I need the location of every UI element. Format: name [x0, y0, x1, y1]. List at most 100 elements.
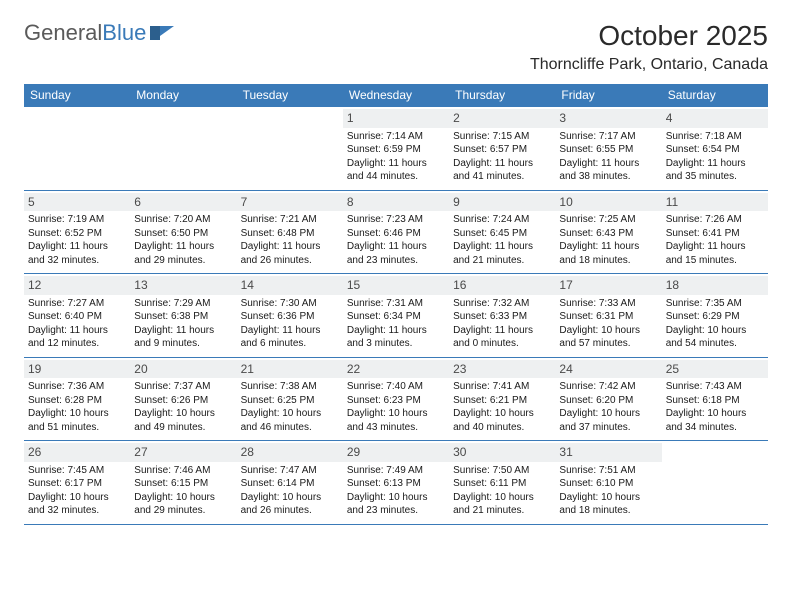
sunrise-text: Sunrise: 7:51 AM	[559, 464, 657, 478]
daylight-text: and 46 minutes.	[241, 421, 339, 435]
daylight-text: Daylight: 11 hours	[453, 157, 551, 171]
day-number: 27	[134, 445, 147, 459]
day-header-cell: Tuesday	[237, 84, 343, 106]
day-number: 10	[559, 195, 572, 209]
sunset-text: Sunset: 6:46 PM	[347, 227, 445, 241]
day-cell: 18Sunrise: 7:35 AMSunset: 6:29 PMDayligh…	[662, 274, 768, 357]
day-header-cell: Monday	[130, 84, 236, 106]
flag-icon	[150, 22, 176, 45]
day-cell: 4Sunrise: 7:18 AMSunset: 6:54 PMDaylight…	[662, 107, 768, 190]
daylight-text: and 23 minutes.	[347, 504, 445, 518]
daylight-text: Daylight: 10 hours	[559, 407, 657, 421]
daynum-row: 3	[555, 109, 661, 128]
daylight-text: and 34 minutes.	[666, 421, 764, 435]
sunrise-text: Sunrise: 7:35 AM	[666, 297, 764, 311]
daynum-row: 29	[343, 443, 449, 462]
daylight-text: and 3 minutes.	[347, 337, 445, 351]
daylight-text: Daylight: 10 hours	[241, 407, 339, 421]
daynum-row: 9	[449, 193, 555, 212]
sunrise-text: Sunrise: 7:43 AM	[666, 380, 764, 394]
daynum-row: 2	[449, 109, 555, 128]
day-number: 20	[134, 362, 147, 376]
day-cell: 28Sunrise: 7:47 AMSunset: 6:14 PMDayligh…	[237, 441, 343, 524]
day-header-cell: Thursday	[449, 84, 555, 106]
day-cell: 8Sunrise: 7:23 AMSunset: 6:46 PMDaylight…	[343, 191, 449, 274]
daylight-text: Daylight: 11 hours	[347, 240, 445, 254]
day-number: 5	[28, 195, 35, 209]
sunrise-text: Sunrise: 7:32 AM	[453, 297, 551, 311]
empty-cell	[662, 441, 768, 524]
daylight-text: and 26 minutes.	[241, 504, 339, 518]
daylight-text: Daylight: 11 hours	[453, 324, 551, 338]
day-header-cell: Sunday	[24, 84, 130, 106]
daynum-row: 15	[343, 276, 449, 295]
day-cell: 14Sunrise: 7:30 AMSunset: 6:36 PMDayligh…	[237, 274, 343, 357]
daynum-row: 4	[662, 109, 768, 128]
day-number: 4	[666, 111, 673, 125]
sunrise-text: Sunrise: 7:47 AM	[241, 464, 339, 478]
day-number: 7	[241, 195, 248, 209]
sunrise-text: Sunrise: 7:45 AM	[28, 464, 126, 478]
sunset-text: Sunset: 6:10 PM	[559, 477, 657, 491]
daylight-text: Daylight: 11 hours	[559, 157, 657, 171]
daynum-row: 14	[237, 276, 343, 295]
day-cell: 20Sunrise: 7:37 AMSunset: 6:26 PMDayligh…	[130, 358, 236, 441]
day-number: 18	[666, 278, 679, 292]
sunrise-text: Sunrise: 7:24 AM	[453, 213, 551, 227]
day-cell: 24Sunrise: 7:42 AMSunset: 6:20 PMDayligh…	[555, 358, 661, 441]
sunset-text: Sunset: 6:52 PM	[28, 227, 126, 241]
daylight-text: Daylight: 11 hours	[134, 240, 232, 254]
daylight-text: Daylight: 10 hours	[347, 491, 445, 505]
day-number: 25	[666, 362, 679, 376]
daylight-text: and 32 minutes.	[28, 254, 126, 268]
sunset-text: Sunset: 6:54 PM	[666, 143, 764, 157]
daylight-text: and 38 minutes.	[559, 170, 657, 184]
sunset-text: Sunset: 6:41 PM	[666, 227, 764, 241]
daylight-text: Daylight: 10 hours	[453, 407, 551, 421]
day-cell: 21Sunrise: 7:38 AMSunset: 6:25 PMDayligh…	[237, 358, 343, 441]
sunset-text: Sunset: 6:50 PM	[134, 227, 232, 241]
logo-word-1: General	[24, 20, 102, 45]
day-number: 1	[347, 111, 354, 125]
daynum-row: 18	[662, 276, 768, 295]
sunset-text: Sunset: 6:21 PM	[453, 394, 551, 408]
daylight-text: Daylight: 10 hours	[241, 491, 339, 505]
sunrise-text: Sunrise: 7:41 AM	[453, 380, 551, 394]
sunrise-text: Sunrise: 7:19 AM	[28, 213, 126, 227]
daylight-text: and 41 minutes.	[453, 170, 551, 184]
daylight-text: Daylight: 10 hours	[666, 324, 764, 338]
sunset-text: Sunset: 6:45 PM	[453, 227, 551, 241]
sunrise-text: Sunrise: 7:33 AM	[559, 297, 657, 311]
daylight-text: and 9 minutes.	[134, 337, 232, 351]
week-row: 1Sunrise: 7:14 AMSunset: 6:59 PMDaylight…	[24, 106, 768, 191]
daynum-row: 30	[449, 443, 555, 462]
daylight-text: and 21 minutes.	[453, 254, 551, 268]
sunset-text: Sunset: 6:23 PM	[347, 394, 445, 408]
day-number: 30	[453, 445, 466, 459]
sunrise-text: Sunrise: 7:30 AM	[241, 297, 339, 311]
title-block: October 2025 Thorncliffe Park, Ontario, …	[530, 20, 768, 74]
daylight-text: Daylight: 11 hours	[28, 240, 126, 254]
day-number: 13	[134, 278, 147, 292]
daylight-text: and 15 minutes.	[666, 254, 764, 268]
daylight-text: Daylight: 10 hours	[347, 407, 445, 421]
logo-text: GeneralBlue	[24, 20, 146, 46]
daylight-text: and 57 minutes.	[559, 337, 657, 351]
sunrise-text: Sunrise: 7:40 AM	[347, 380, 445, 394]
daynum-row: 6	[130, 193, 236, 212]
sunrise-text: Sunrise: 7:14 AM	[347, 130, 445, 144]
sunset-text: Sunset: 6:25 PM	[241, 394, 339, 408]
sunrise-text: Sunrise: 7:31 AM	[347, 297, 445, 311]
day-number: 31	[559, 445, 572, 459]
day-number: 17	[559, 278, 572, 292]
week-row: 26Sunrise: 7:45 AMSunset: 6:17 PMDayligh…	[24, 441, 768, 525]
daylight-text: Daylight: 11 hours	[134, 324, 232, 338]
location: Thorncliffe Park, Ontario, Canada	[530, 56, 768, 74]
sunset-text: Sunset: 6:34 PM	[347, 310, 445, 324]
daylight-text: Daylight: 10 hours	[134, 407, 232, 421]
calendar-page: GeneralBlue October 2025 Thorncliffe Par…	[0, 0, 792, 545]
sunrise-text: Sunrise: 7:29 AM	[134, 297, 232, 311]
daynum-row: 17	[555, 276, 661, 295]
sunset-text: Sunset: 6:17 PM	[28, 477, 126, 491]
sunset-text: Sunset: 6:31 PM	[559, 310, 657, 324]
